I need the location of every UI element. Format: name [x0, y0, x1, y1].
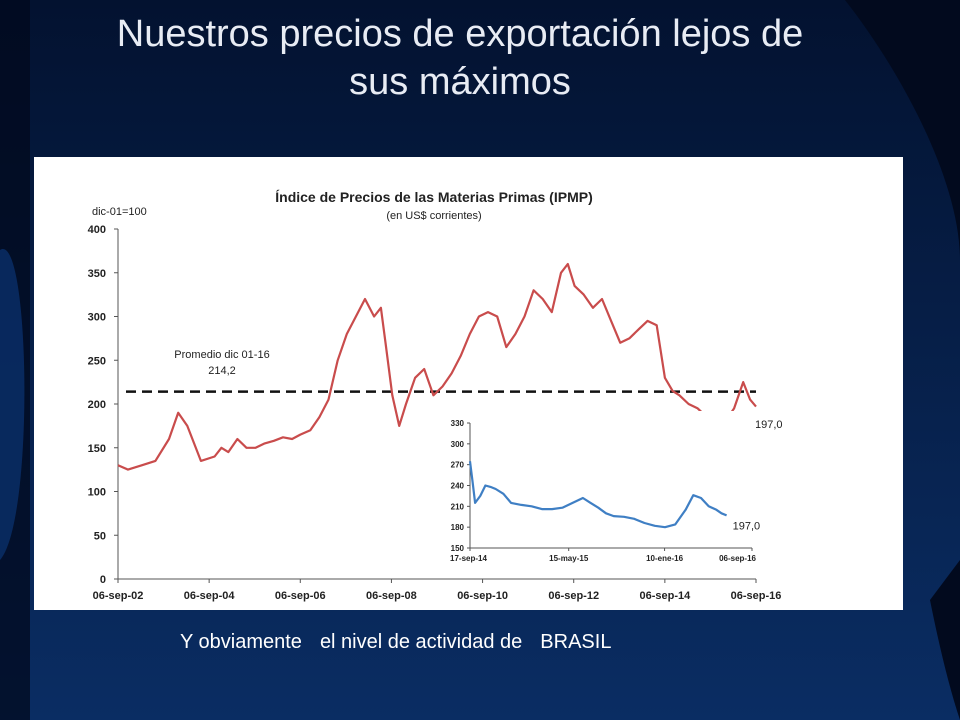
y-axis-label: dic-01=100 [92, 206, 147, 218]
average-label-line-1: Promedio dic 01-16 [174, 349, 269, 361]
inset-end-value-label: 197,0 [733, 520, 761, 532]
caption-part-3: BRASIL [540, 631, 612, 653]
x-tick-label: 06-sep-16 [731, 590, 782, 602]
end-value-label: 197,0 [755, 419, 783, 431]
x-tick-label: 06-sep-06 [275, 590, 326, 602]
inset-y-tick-label: 240 [451, 482, 465, 491]
inset-x-tick-label: 10-ene-16 [646, 554, 683, 563]
x-tick-label: 06-sep-12 [548, 590, 599, 602]
y-tick-label: 0 [100, 574, 106, 586]
inset-y-tick-label: 180 [451, 523, 465, 532]
x-tick-label: 06-sep-02 [93, 590, 144, 602]
chart-subtitle: (en US$ corrientes) [386, 210, 481, 222]
inset-y-tick-label: 300 [451, 440, 465, 449]
chart-panel: Índice de Precios de las Materias Primas… [34, 157, 903, 610]
inset-x-tick-label: 06-sep-16 [719, 554, 756, 563]
inset-background [434, 411, 756, 571]
average-label-line-2: 214,2 [208, 365, 236, 377]
x-tick-label: 06-sep-08 [366, 590, 417, 602]
slide-caption: Y obviamente el nivel de actividad de BRAS… [180, 631, 629, 654]
caption-part-2: el nivel de actividad de [319, 631, 523, 653]
inset-y-tick-label: 150 [451, 544, 465, 553]
slide-title-line-2: sus máximos [349, 61, 571, 103]
inset-y-tick-label: 270 [451, 461, 465, 470]
y-tick-label: 350 [88, 268, 106, 280]
inset-y-tick-label: 210 [451, 502, 465, 511]
slide-title-line-1: Nuestros precios de exportación lejos de [116, 13, 804, 55]
series-line-ipmp [117, 262, 757, 471]
chart-title: Índice de Precios de las Materias Primas… [275, 189, 592, 205]
main-axes: 0 50 100 150 200 250 300 350 400 06-sep-02 06-sep-… [88, 224, 782, 602]
commodity-price-chart: Índice de Precios de las Materias Primas… [88, 189, 783, 602]
y-tick-label: 250 [88, 355, 106, 367]
inset-y-tick-label: 330 [451, 419, 465, 428]
inset-x-tick-label: 17-sep-14 [450, 554, 487, 563]
inset-x-tick-label: 15-may-15 [549, 554, 589, 563]
y-tick-label: 200 [88, 399, 106, 411]
caption-part-1: Y obviamente [180, 631, 302, 653]
inset-chart: 150 180 210 240 270 300 330 17-sep-14 15-may-15 1… [434, 411, 760, 571]
y-tick-label: 400 [88, 224, 106, 236]
y-tick-label: 300 [88, 312, 106, 324]
y-tick-label: 100 [88, 487, 106, 499]
inset-series-line [468, 461, 728, 529]
y-tick-label: 50 [94, 530, 106, 542]
x-tick-label: 06-sep-04 [184, 590, 236, 602]
y-tick-label: 150 [88, 443, 106, 455]
x-tick-label: 06-sep-10 [457, 590, 508, 602]
slide-title: Nuestros precios de exportación lejos de… [40, 10, 880, 106]
x-tick-label: 06-sep-14 [639, 590, 691, 602]
